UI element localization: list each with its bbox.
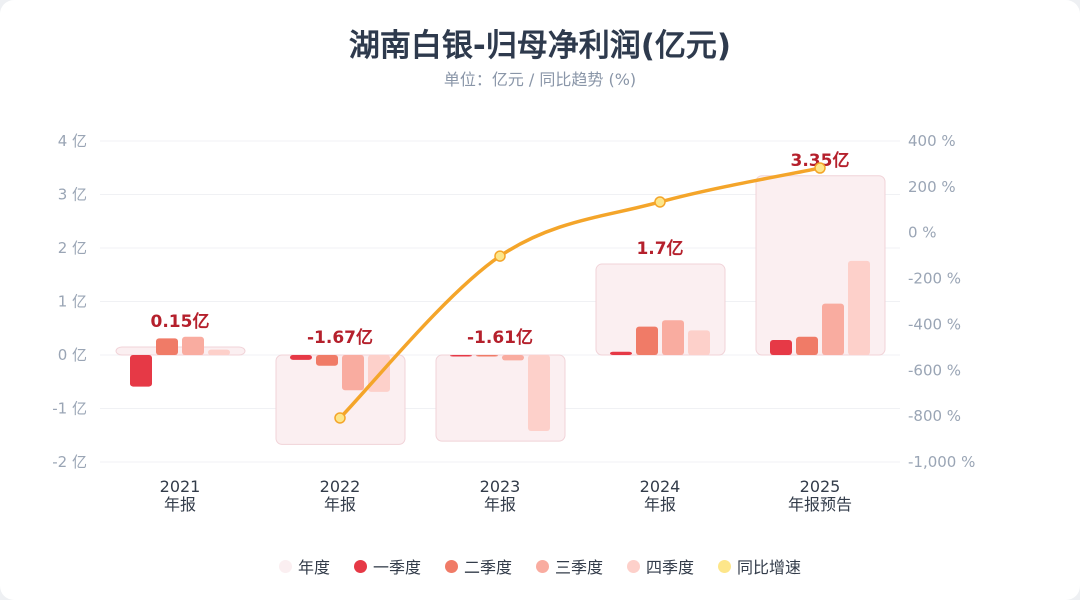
x-tick-label: 2022 xyxy=(320,477,361,496)
legend-label: 年度 xyxy=(297,558,330,577)
y2-tick-label: 200 % xyxy=(908,178,956,196)
legend-swatch xyxy=(444,559,458,573)
quarter-bar-4 xyxy=(848,260,870,355)
y-tick-label: 2 亿 xyxy=(58,239,87,257)
legend: 年度 一季度 二季度 三季度 四季度 同比增速 xyxy=(0,554,1080,578)
legend-label: 同比增速 xyxy=(737,558,802,577)
x-tick-label: 2024 xyxy=(640,477,681,496)
quarter-bar-2 xyxy=(316,355,338,366)
y2-tick-label: -800 % xyxy=(908,407,961,425)
y2-tick-label: 0 % xyxy=(908,224,937,242)
y-tick-label: -1 亿 xyxy=(52,400,87,418)
legend-swatch xyxy=(536,559,549,573)
legend-swatch xyxy=(278,559,292,573)
quarter-bar-3 xyxy=(182,336,204,355)
y2-tick-label: -400 % xyxy=(908,315,961,333)
legend-item-q2[interactable]: 二季度 xyxy=(444,554,512,578)
legend-label: 二季度 xyxy=(463,558,512,577)
yoy-point xyxy=(654,196,666,208)
y2-tick-label: -200 % xyxy=(908,270,961,288)
chart-title: 湖南白银-归母净利润(亿元) xyxy=(348,28,732,64)
annual-value-label: 1.7亿 xyxy=(636,238,683,259)
legend-item-q1[interactable]: 一季度 xyxy=(353,554,421,578)
y-tick-label: 0 亿 xyxy=(58,346,87,364)
quarter-bar-2 xyxy=(796,336,818,355)
legend-swatch xyxy=(718,559,732,573)
y2-tick-label: -1,000 % xyxy=(908,453,975,471)
yoy-point xyxy=(334,412,346,424)
annual-value-label: 3.35亿 xyxy=(791,150,850,171)
quarter-bar-1 xyxy=(770,340,792,355)
y-tick-label: 3 亿 xyxy=(58,186,87,204)
quarter-bar-4 xyxy=(688,330,710,355)
annual-value-label: 0.15亿 xyxy=(151,311,210,332)
x-tick-sublabel: 年报 xyxy=(644,495,676,514)
annual-value-label: -1.67亿 xyxy=(307,327,373,348)
annual-value-label: -1.61亿 xyxy=(467,327,533,348)
chart-subtitle: 单位：亿元 / 同比趋势 (%) xyxy=(443,70,637,89)
legend-label: 一季度 xyxy=(372,558,421,577)
quarter-bar-2 xyxy=(636,326,658,355)
legend-item-q3[interactable]: 三季度 xyxy=(536,554,603,578)
x-tick-label: 2021 xyxy=(160,477,201,496)
quarter-bar-1 xyxy=(610,351,632,355)
quarter-bar-4 xyxy=(208,349,230,355)
quarter-bar-2 xyxy=(476,355,498,357)
quarter-bar-3 xyxy=(822,303,844,355)
legend-item-q4[interactable]: 四季度 xyxy=(627,554,694,578)
quarter-bar-4 xyxy=(528,355,550,431)
x-tick-sublabel: 年报预告 xyxy=(788,495,852,514)
quarter-bar-1 xyxy=(130,355,152,387)
legend-swatch xyxy=(353,559,367,573)
x-tick-sublabel: 年报 xyxy=(484,495,516,514)
x-tick-label: 2023 xyxy=(480,477,521,496)
x-tick-label: 2025 xyxy=(800,477,841,496)
y2-tick-label: -600 % xyxy=(908,361,961,379)
quarter-bar-3 xyxy=(662,320,684,355)
quarter-bar-3 xyxy=(342,355,364,391)
y-tick-label: 1 亿 xyxy=(58,293,87,311)
x-tick-sublabel: 年报 xyxy=(324,495,356,514)
y-tick-label: -2 亿 xyxy=(52,453,87,471)
y2-tick-label: 400 % xyxy=(908,132,956,150)
legend-swatch xyxy=(627,559,641,573)
yoy-line xyxy=(338,166,822,420)
legend-label: 三季度 xyxy=(555,558,604,577)
legend-item-annual[interactable]: 年度 xyxy=(278,554,330,578)
quarter-bar-1 xyxy=(290,355,312,360)
yoy-point xyxy=(814,162,826,174)
y-tick-label: 4 亿 xyxy=(58,132,87,150)
quarter-bar-3 xyxy=(502,355,524,361)
legend-label: 四季度 xyxy=(646,558,695,577)
quarter-bar-2 xyxy=(156,338,178,355)
legend-item-yoy[interactable]: 同比增速 xyxy=(718,554,801,578)
yoy-point xyxy=(494,250,506,262)
quarter-bar-1 xyxy=(450,355,472,357)
x-tick-sublabel: 年报 xyxy=(164,495,196,514)
